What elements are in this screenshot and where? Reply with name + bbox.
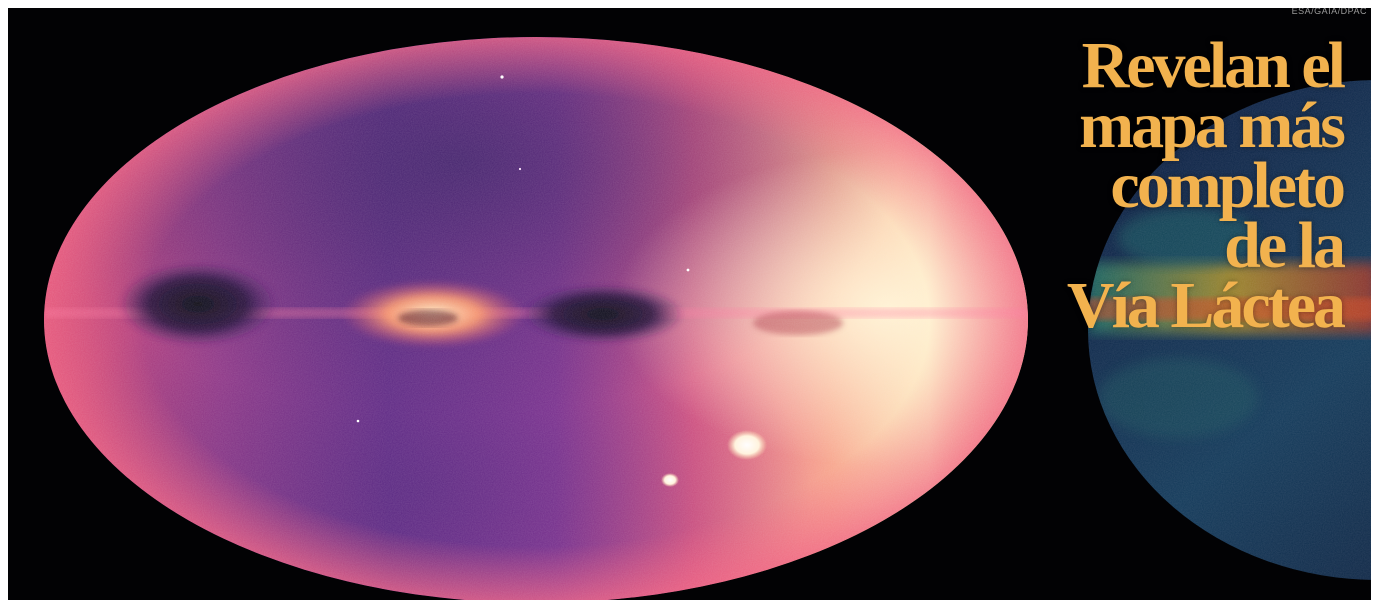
headline-line: Revelan el bbox=[1081, 29, 1346, 102]
sky-map-image bbox=[44, 37, 1371, 600]
headline-line: Vía Láctea bbox=[1066, 269, 1346, 342]
headline-line: completo bbox=[1110, 149, 1346, 222]
headline: Revelan el mapa más completo de la Vía L… bbox=[983, 29, 1346, 342]
photo-credit: ESA/GAIA/DPAC bbox=[1291, 8, 1367, 16]
headline-line: de la bbox=[1224, 209, 1346, 282]
headline-line: mapa más bbox=[1079, 89, 1346, 162]
gaia-all-sky-map bbox=[44, 37, 1028, 600]
photo-frame: ESA/GAIA/DPAC Revelan el mapa más comple… bbox=[8, 8, 1371, 600]
